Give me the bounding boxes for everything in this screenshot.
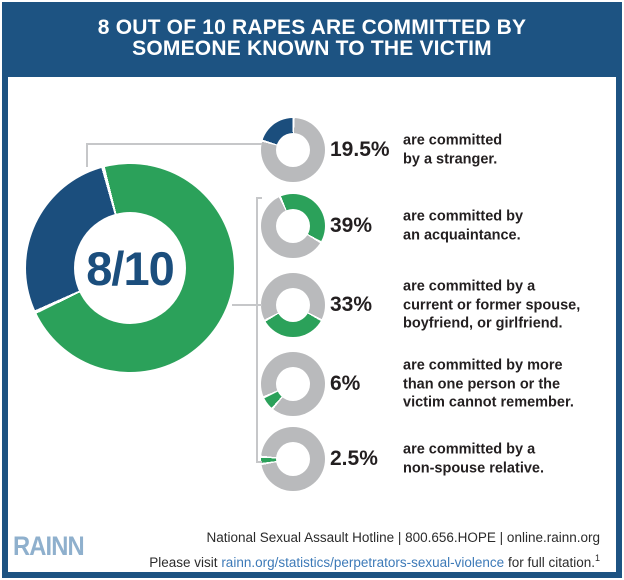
- footer-text-block: National Sexual Assault Hotline | 800.65…: [149, 527, 600, 573]
- citation-prefix: Please visit: [149, 555, 222, 570]
- category-description: are committed by a stranger.: [403, 132, 503, 168]
- connector-line: [232, 304, 262, 306]
- citation-text: Please visit rainn.org/statistics/perpet…: [149, 548, 600, 573]
- connector-line: [256, 461, 262, 463]
- footnote-marker: 1: [594, 553, 600, 563]
- category-description: are committed by more than one person or…: [403, 357, 574, 411]
- rainn-logo: RAINN: [13, 531, 85, 561]
- percent-label: 19.5%: [330, 138, 390, 161]
- citation-suffix: for full citation.: [504, 555, 595, 570]
- percent-label: 33%: [330, 293, 373, 316]
- percent-label: 2.5%: [330, 447, 378, 470]
- citation-link[interactable]: rainn.org/statistics/perpetrators-sexual…: [221, 555, 505, 570]
- mini-donut-multiple: [261, 352, 325, 416]
- category-description: are committed by a non-spouse relative.: [403, 441, 545, 477]
- mini-donut-acquaintance: [261, 194, 325, 258]
- percent-label: 6%: [330, 372, 361, 395]
- connector-line: [256, 197, 262, 199]
- percent-label: 39%: [330, 214, 373, 237]
- connector-line: [256, 197, 258, 463]
- category-description: are committed by an acquaintance.: [403, 208, 524, 244]
- category-description: are committed by a current or former spo…: [403, 278, 581, 332]
- page-title: 8 OUT OF 10 RAPES ARE COMMITTED BY SOMEO…: [97, 16, 527, 60]
- hotline-text: National Sexual Assault Hotline | 800.65…: [206, 530, 601, 545]
- connector-line: [86, 143, 262, 145]
- mini-donut-stranger: [261, 118, 325, 182]
- main-donut-chart: [26, 164, 234, 372]
- mini-donut-partner: [261, 273, 325, 337]
- mini-donut-relative: [261, 427, 325, 491]
- main-donut-label: 8/10: [86, 241, 174, 295]
- connector-line: [86, 143, 88, 167]
